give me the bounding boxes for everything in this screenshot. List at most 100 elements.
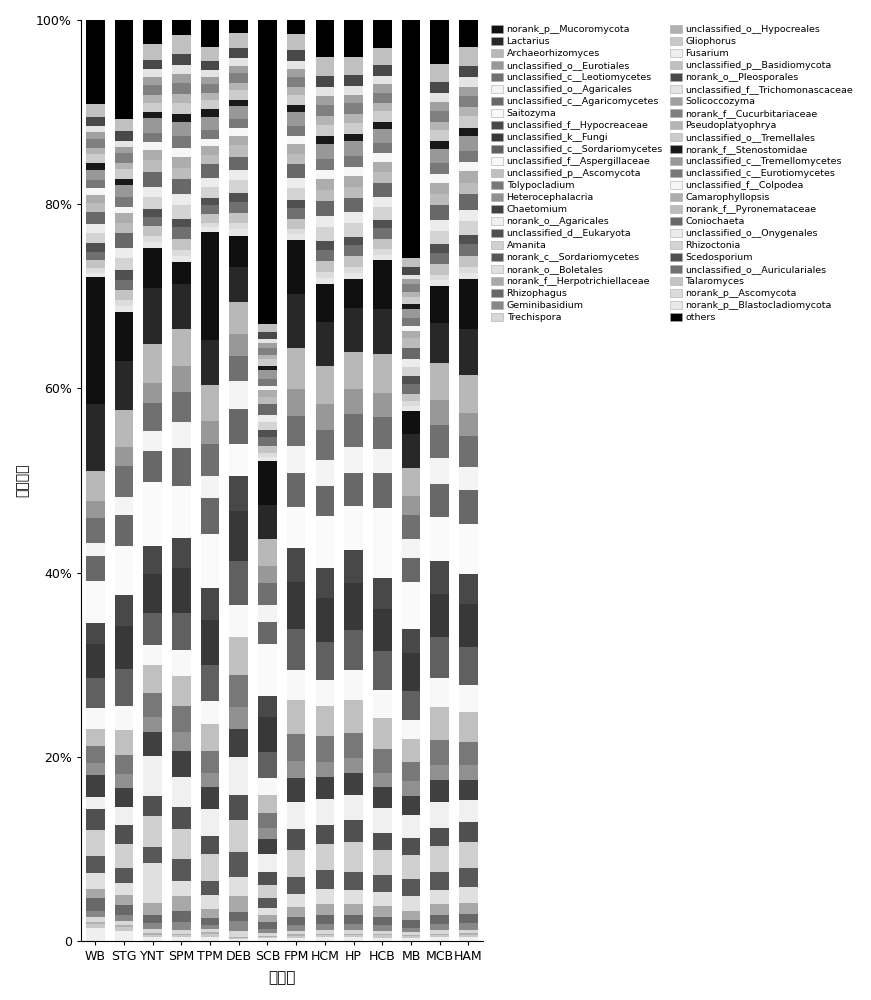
Bar <box>344 212 363 223</box>
Bar <box>229 170 248 180</box>
Bar <box>229 729 248 757</box>
Bar <box>402 938 421 941</box>
Bar <box>287 208 306 219</box>
Bar <box>373 850 392 875</box>
Bar <box>344 758 363 773</box>
Bar <box>229 33 248 48</box>
Bar <box>86 471 105 501</box>
Bar <box>287 20 306 34</box>
Bar <box>373 417 392 449</box>
Bar <box>86 924 105 928</box>
Bar <box>315 57 334 76</box>
Bar <box>344 245 363 256</box>
Bar <box>315 241 334 250</box>
Bar <box>459 256 477 267</box>
Bar <box>459 116 477 128</box>
Bar <box>144 613 162 645</box>
Bar <box>86 180 105 188</box>
Bar <box>86 856 105 873</box>
Bar <box>86 195 105 203</box>
Bar <box>402 367 421 376</box>
Bar <box>373 255 392 260</box>
Bar <box>115 915 133 921</box>
Bar <box>287 582 306 629</box>
Bar <box>402 348 421 359</box>
Bar <box>144 693 162 717</box>
Bar <box>115 825 133 844</box>
Bar <box>258 915 277 922</box>
Bar <box>315 404 334 430</box>
Bar <box>287 934 306 936</box>
Bar <box>86 922 105 924</box>
Bar <box>86 154 105 163</box>
Bar <box>86 252 105 260</box>
Bar <box>115 300 133 306</box>
Bar <box>86 917 105 922</box>
Bar <box>144 756 162 796</box>
Bar <box>287 802 306 829</box>
Bar <box>200 498 219 534</box>
Bar <box>459 780 477 800</box>
Bar <box>258 622 277 644</box>
Bar <box>430 765 449 780</box>
Bar <box>344 700 363 733</box>
Bar <box>315 889 334 904</box>
Bar <box>315 762 334 777</box>
Bar <box>115 844 133 868</box>
Bar <box>258 430 277 437</box>
Bar <box>344 630 363 670</box>
Bar <box>144 732 162 756</box>
Bar <box>402 582 421 629</box>
Bar <box>430 93 449 102</box>
Bar <box>200 198 219 205</box>
Bar <box>344 935 363 937</box>
Bar <box>86 623 105 644</box>
Bar <box>144 665 162 693</box>
Bar <box>459 273 477 279</box>
Bar <box>430 780 449 802</box>
Bar <box>229 267 248 302</box>
Bar <box>172 751 191 777</box>
Bar <box>172 239 191 250</box>
Bar <box>315 201 334 216</box>
Bar <box>315 430 334 460</box>
Bar <box>258 370 277 379</box>
Bar <box>115 233 133 248</box>
Bar <box>344 103 363 114</box>
Bar <box>459 822 477 842</box>
Bar <box>229 381 248 409</box>
Bar <box>430 904 449 915</box>
Bar <box>373 787 392 808</box>
Bar <box>229 180 248 193</box>
Bar <box>200 164 219 178</box>
Bar <box>172 422 191 448</box>
Bar <box>115 706 133 730</box>
Bar <box>315 870 334 889</box>
Bar <box>200 854 219 881</box>
Bar <box>315 904 334 915</box>
Bar <box>459 868 477 887</box>
Bar <box>258 359 277 366</box>
Bar <box>229 73 248 83</box>
Bar <box>144 95 162 103</box>
Bar <box>287 629 306 670</box>
Bar <box>287 778 306 802</box>
Bar <box>430 517 449 561</box>
Bar <box>229 100 248 106</box>
Bar <box>344 352 363 389</box>
Bar <box>459 930 477 933</box>
Bar <box>459 467 477 490</box>
Bar <box>287 917 306 925</box>
Bar <box>459 685 477 712</box>
Bar <box>144 103 162 112</box>
Bar <box>258 908 277 915</box>
Bar <box>287 936 306 938</box>
Bar <box>459 20 477 47</box>
Bar <box>402 920 421 928</box>
Bar <box>373 162 392 172</box>
Bar <box>144 118 162 133</box>
Bar <box>430 174 449 183</box>
Legend: norank_p__Mucoromycota, Lactarius, Archaeorhizomyces, unclassified_o__Eurotiales: norank_p__Mucoromycota, Lactarius, Archa… <box>491 25 854 322</box>
Bar <box>373 228 392 239</box>
Bar <box>315 937 334 941</box>
